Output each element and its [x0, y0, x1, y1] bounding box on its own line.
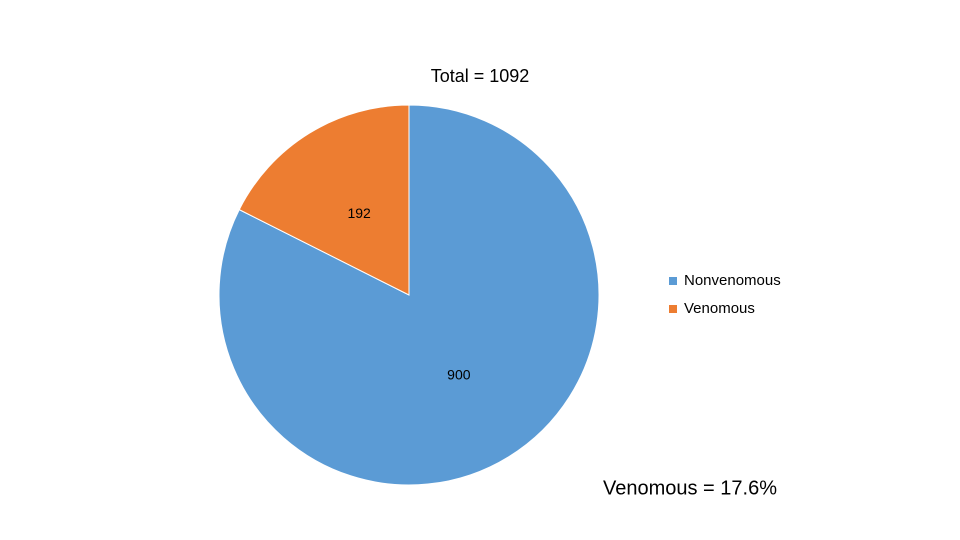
pie-slice	[238, 104, 410, 296]
legend-label: Venomous	[684, 300, 755, 317]
annotation: Venomous = 17.6%	[603, 477, 777, 499]
data-label: 192	[347, 205, 371, 221]
legend-swatch	[669, 305, 677, 313]
legend-swatch	[669, 277, 677, 285]
legend-label: Nonvenomous	[684, 272, 781, 289]
data-label: 900	[447, 367, 471, 383]
chart-title: Total = 1092	[431, 66, 530, 86]
